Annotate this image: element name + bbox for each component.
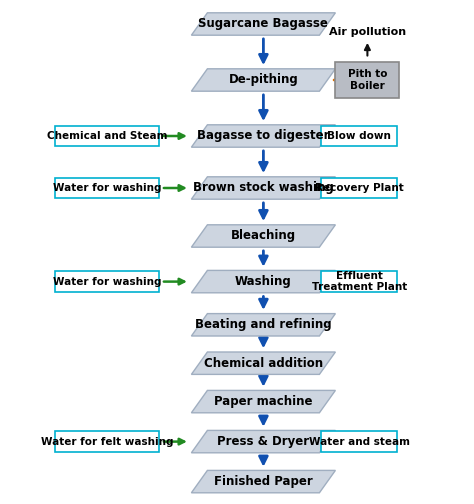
Polygon shape xyxy=(191,225,336,247)
Text: Water for washing: Water for washing xyxy=(53,277,162,287)
Polygon shape xyxy=(191,391,336,413)
Text: Recovery Plant: Recovery Plant xyxy=(315,183,404,193)
Text: Washing: Washing xyxy=(235,275,292,288)
FancyBboxPatch shape xyxy=(55,431,159,452)
Polygon shape xyxy=(191,313,336,336)
Text: Chemical and Steam: Chemical and Steam xyxy=(47,131,168,141)
Polygon shape xyxy=(191,13,336,35)
Text: Water and steam: Water and steam xyxy=(309,436,410,447)
FancyBboxPatch shape xyxy=(336,61,400,98)
Polygon shape xyxy=(191,470,336,493)
Polygon shape xyxy=(191,271,336,293)
Text: Beating and refining: Beating and refining xyxy=(195,319,332,331)
Text: Bleaching: Bleaching xyxy=(231,229,296,242)
FancyBboxPatch shape xyxy=(321,125,397,146)
Polygon shape xyxy=(191,69,336,91)
Polygon shape xyxy=(191,430,336,453)
FancyBboxPatch shape xyxy=(321,431,397,452)
Text: Chemical addition: Chemical addition xyxy=(204,357,323,370)
Text: Brown stock washing: Brown stock washing xyxy=(193,181,334,195)
Polygon shape xyxy=(191,177,336,199)
Text: Pith to
Boiler: Pith to Boiler xyxy=(347,69,387,91)
Text: Water for washing: Water for washing xyxy=(53,183,162,193)
FancyBboxPatch shape xyxy=(55,177,159,199)
FancyBboxPatch shape xyxy=(55,271,159,292)
FancyBboxPatch shape xyxy=(321,271,397,292)
Polygon shape xyxy=(191,125,336,147)
Text: Water for felt washing: Water for felt washing xyxy=(41,436,173,447)
Text: Paper machine: Paper machine xyxy=(214,395,313,408)
FancyBboxPatch shape xyxy=(55,125,159,146)
Text: Bagasse to digester: Bagasse to digester xyxy=(197,130,329,143)
FancyBboxPatch shape xyxy=(321,177,397,199)
Text: Air pollution: Air pollution xyxy=(329,27,406,37)
Polygon shape xyxy=(191,352,336,374)
Text: Blow down: Blow down xyxy=(328,131,392,141)
Text: Effluent
Treatment Plant: Effluent Treatment Plant xyxy=(312,271,407,292)
Text: De-pithing: De-pithing xyxy=(228,74,298,87)
Text: Finished Paper: Finished Paper xyxy=(214,475,313,488)
Text: Sugarcane Bagasse: Sugarcane Bagasse xyxy=(199,18,328,31)
Text: Press & Dryer: Press & Dryer xyxy=(218,435,310,448)
